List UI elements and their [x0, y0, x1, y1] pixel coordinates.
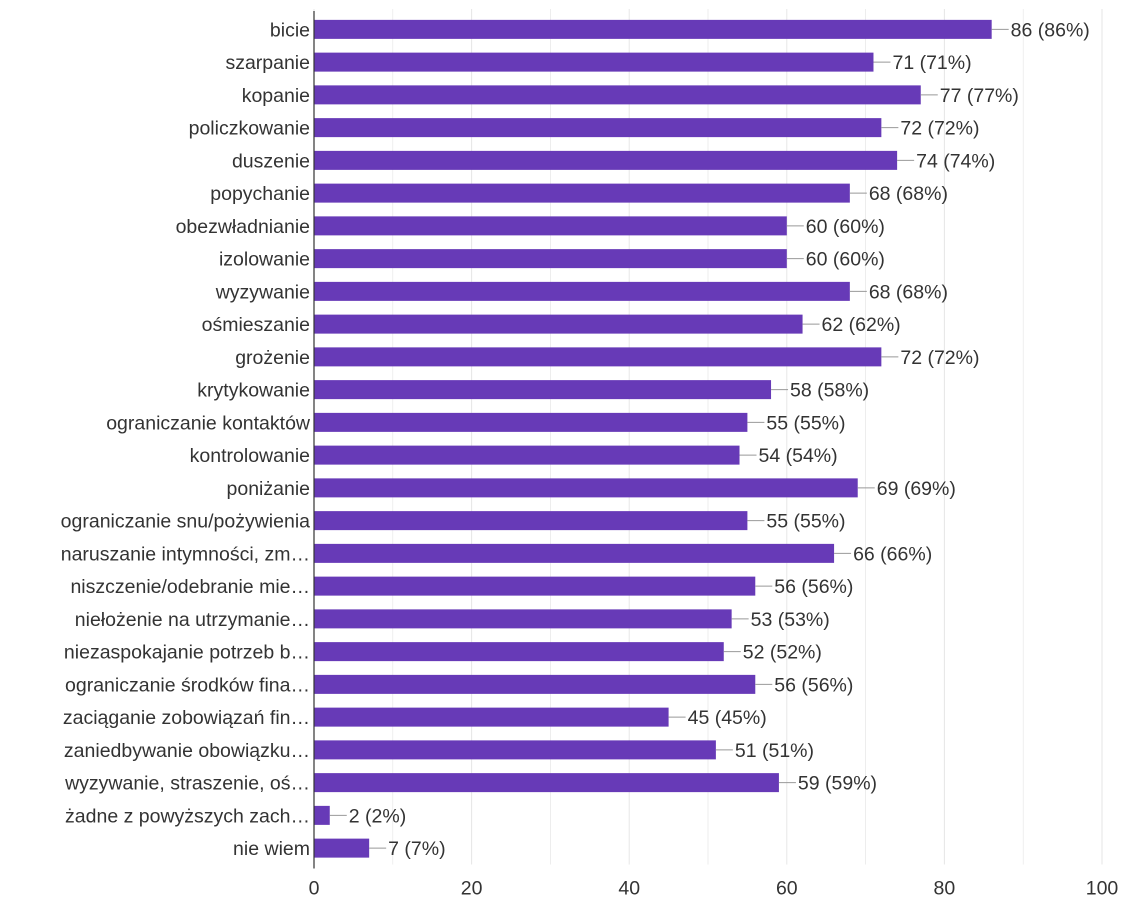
- category-label: obezwładnianie: [176, 216, 310, 238]
- category-label: popychanie: [210, 183, 310, 205]
- value-label: 56 (56%): [774, 674, 853, 696]
- category-label: nie wiem: [233, 838, 310, 860]
- bar: [314, 543, 835, 563]
- bar: [314, 707, 669, 727]
- value-label: 59 (59%): [798, 773, 877, 795]
- x-tick-label: 40: [618, 878, 640, 898]
- category-label: poniżanie: [227, 478, 310, 500]
- category-label: ograniczanie środków fina…: [65, 674, 310, 696]
- value-label: 71 (71%): [892, 52, 971, 74]
- value-label: 58 (58%): [790, 380, 869, 402]
- bar: [314, 150, 898, 170]
- value-label: 86 (86%): [1011, 19, 1090, 41]
- bar: [314, 740, 716, 760]
- bar: [314, 642, 724, 662]
- category-label: zaniedbywanie obowiązku…: [64, 740, 310, 762]
- axes: 0 20 40 60 80 100: [309, 11, 1119, 900]
- bar: [314, 838, 370, 858]
- bar: [314, 445, 740, 465]
- bar: [314, 773, 779, 793]
- x-tick-label: 80: [934, 878, 956, 898]
- bar: [314, 216, 787, 236]
- bar: [314, 118, 882, 138]
- bar: [314, 478, 858, 498]
- bar: [314, 183, 850, 203]
- category-label: policzkowanie: [189, 118, 310, 140]
- bar: [314, 52, 874, 72]
- value-label: 66 (66%): [853, 543, 932, 565]
- value-label: 55 (55%): [766, 412, 845, 434]
- category-label: kopanie: [242, 85, 310, 107]
- bar: [314, 805, 330, 825]
- category-label: ograniczanie snu/pożywienia: [61, 511, 310, 533]
- value-label: 72 (72%): [900, 118, 979, 140]
- value-label: 55 (55%): [766, 511, 845, 533]
- bar: [314, 85, 921, 105]
- value-label: 53 (53%): [751, 609, 830, 631]
- category-label: ograniczanie kontaktów: [106, 412, 311, 434]
- bar: [314, 511, 748, 531]
- category-label: żadne z powyższych zach…: [65, 805, 310, 827]
- value-label: 72 (72%): [900, 347, 979, 369]
- x-tick-label: 0: [309, 878, 320, 898]
- value-label: 60 (60%): [806, 249, 885, 271]
- bar: [314, 314, 803, 334]
- value-label: 62 (62%): [822, 314, 901, 336]
- bar: [314, 281, 850, 301]
- value-label: 68 (68%): [869, 183, 948, 205]
- x-tick-label: 60: [776, 878, 798, 898]
- bar: [314, 609, 732, 629]
- gridlines: [313, 9, 1103, 865]
- category-label: izolowanie: [219, 249, 310, 271]
- category-label: szarpanie: [225, 52, 310, 74]
- value-label: 77 (77%): [940, 85, 1019, 107]
- bar: [314, 674, 756, 694]
- bar: [314, 576, 756, 596]
- category-label: kontrolowanie: [190, 445, 310, 467]
- value-label: 45 (45%): [688, 707, 767, 729]
- bar: [314, 249, 787, 269]
- value-label: 7 (7%): [388, 838, 445, 860]
- category-label: krytykowanie: [197, 380, 310, 402]
- bar: [314, 19, 992, 39]
- category-label: wyzywanie, straszenie, oś…: [64, 773, 310, 795]
- category-label: duszenie: [232, 150, 310, 172]
- category-label: ośmieszanie: [202, 314, 310, 336]
- bar: [314, 412, 748, 432]
- category-label: zaciąganie zobowiązań fin…: [63, 707, 310, 729]
- category-label: niełożenie na utrzymanie…: [75, 609, 310, 631]
- value-label: 54 (54%): [759, 445, 838, 467]
- value-label: 2 (2%): [349, 805, 406, 827]
- value-label: 52 (52%): [743, 642, 822, 664]
- value-label: 51 (51%): [735, 740, 814, 762]
- x-tick-label: 20: [461, 878, 483, 898]
- value-label: 60 (60%): [806, 216, 885, 238]
- category-label: wyzywanie: [215, 281, 310, 303]
- bars: [314, 19, 992, 858]
- value-label: 68 (68%): [869, 281, 948, 303]
- x-tick-label: 100: [1086, 878, 1119, 898]
- value-label: 56 (56%): [774, 576, 853, 598]
- bar: [314, 347, 882, 367]
- labels: bicie 86 (86%) szarpanie 71 (71%) kopanie 77 …: [61, 19, 1090, 860]
- value-label: 74 (74%): [916, 150, 995, 172]
- bar: [314, 380, 772, 400]
- category-label: niszczenie/odebranie mie…: [70, 576, 310, 598]
- category-label: bicie: [270, 19, 310, 41]
- category-label: naruszanie intymności, zm…: [61, 543, 310, 565]
- category-label: grożenie: [235, 347, 310, 369]
- value-label: 69 (69%): [877, 478, 956, 500]
- category-label: niezaspokajanie potrzeb b…: [64, 642, 310, 664]
